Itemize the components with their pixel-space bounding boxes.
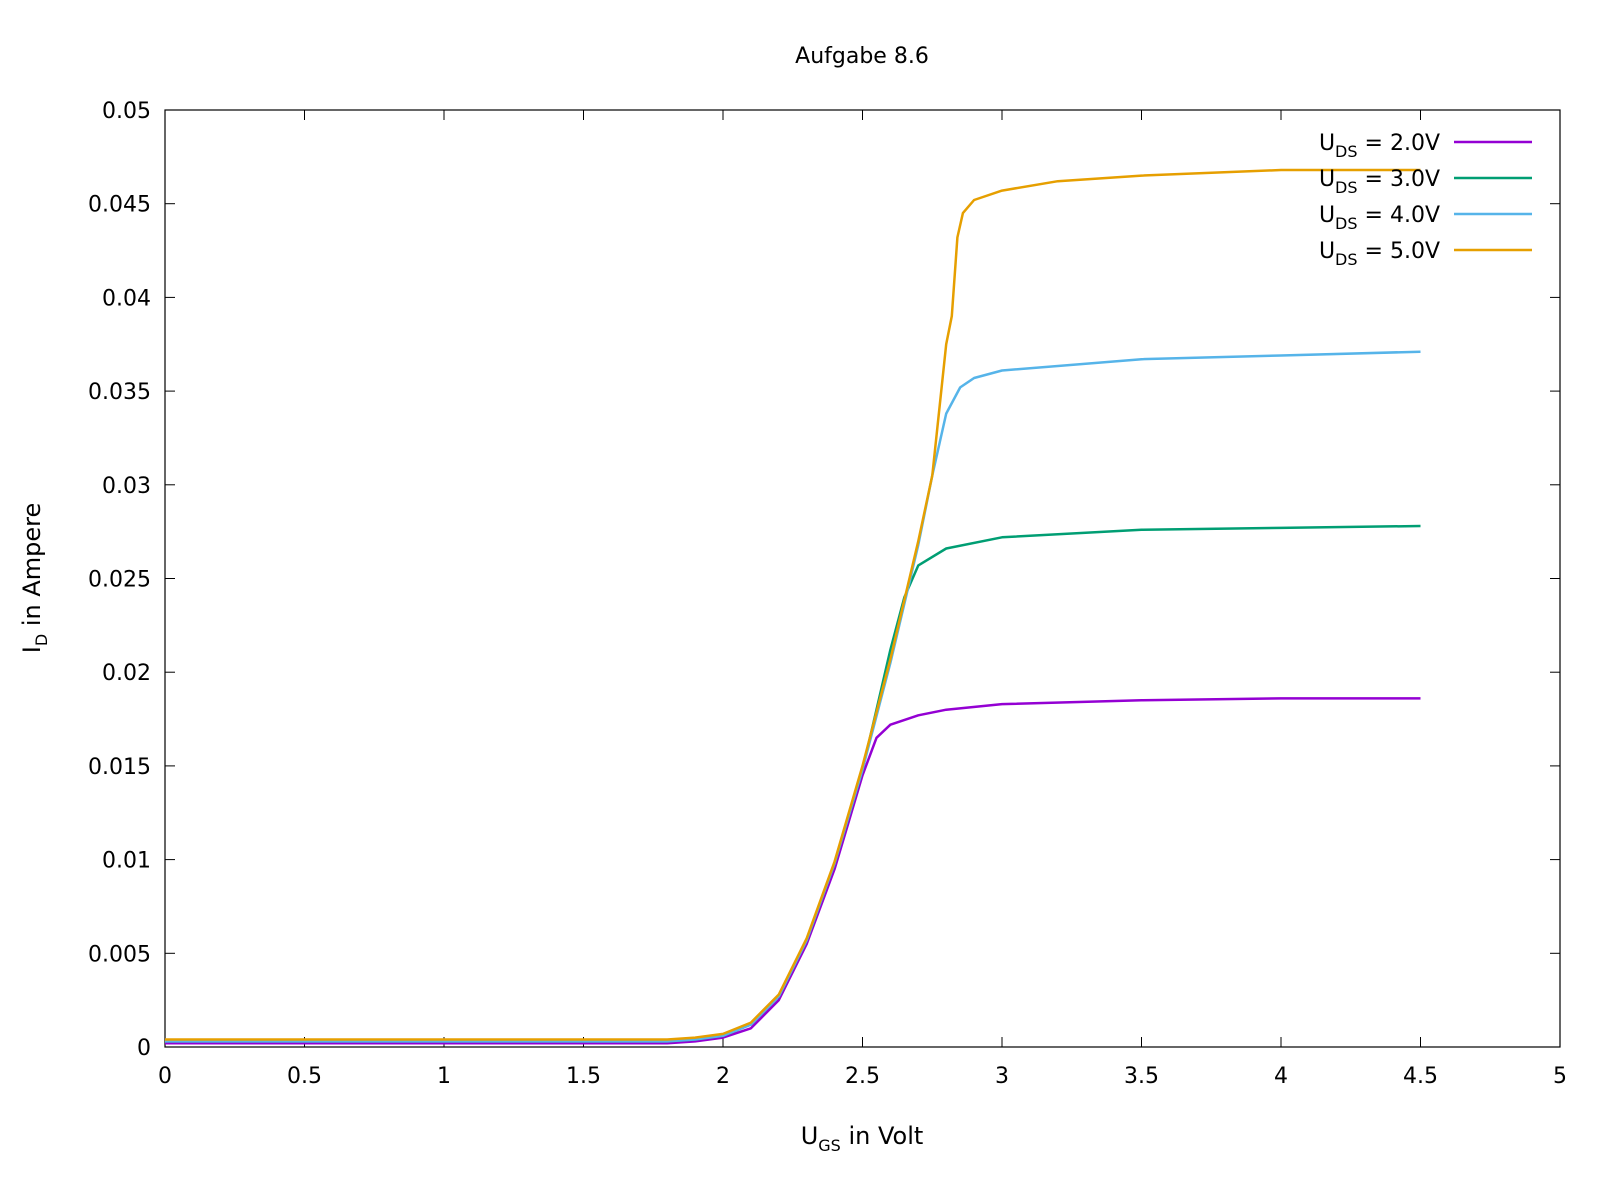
y-tick-label: 0.03 bbox=[102, 474, 151, 499]
x-tick-label: 5 bbox=[1553, 1064, 1567, 1089]
y-tick-label: 0.02 bbox=[102, 661, 151, 686]
x-tick-label: 2 bbox=[716, 1064, 730, 1089]
y-tick-label: 0 bbox=[137, 1036, 151, 1061]
chart-title: Aufgabe 8.6 bbox=[795, 44, 929, 69]
x-axis-title: UGS in Volt bbox=[801, 1122, 924, 1155]
series-line-1 bbox=[165, 697, 1421, 1045]
series-lines bbox=[165, 168, 1421, 1045]
legend-label: UDS = 2.0V bbox=[1319, 131, 1440, 161]
y-tick-label: 0.005 bbox=[88, 942, 151, 967]
series-line-3 bbox=[165, 350, 1421, 1043]
series-line-4 bbox=[165, 168, 1421, 1041]
x-tick-label: 0 bbox=[158, 1064, 172, 1089]
legend-label: UDS = 5.0V bbox=[1319, 239, 1440, 269]
x-tick-label: 3 bbox=[995, 1064, 1009, 1089]
y-tick-label: 0.04 bbox=[102, 286, 151, 311]
y-tick-label: 0.01 bbox=[102, 849, 151, 874]
x-tick-label: 4.5 bbox=[1403, 1064, 1438, 1089]
y-tick-label: 0.035 bbox=[88, 380, 151, 405]
x-tick-label: 1.5 bbox=[566, 1064, 601, 1089]
x-tick-label: 2.5 bbox=[845, 1064, 880, 1089]
legend-label: UDS = 4.0V bbox=[1319, 203, 1440, 233]
x-tick-label: 3.5 bbox=[1124, 1064, 1159, 1089]
x-tick-label: 4 bbox=[1274, 1064, 1288, 1089]
y-tick-label: 0.015 bbox=[88, 755, 151, 780]
y-tick-label: 0.045 bbox=[88, 193, 151, 218]
y-axis-title: ID in Ampere bbox=[18, 503, 51, 653]
y-tick-label: 0.05 bbox=[102, 99, 151, 124]
x-tick-label: 0.5 bbox=[287, 1064, 322, 1089]
y-tick-label: 0.025 bbox=[88, 568, 151, 593]
x-tick-label: 1 bbox=[437, 1064, 451, 1089]
tick-labels: 0 0.5 1 1.5 2 2.5 3 3.5 4 4.5 5 0 0.005 0.01 0.015 0.02… bbox=[88, 99, 1567, 1089]
legend: UDS = 2.0V UDS = 3.0V UDS = 4.0V UDS = 5.0V bbox=[1319, 131, 1532, 269]
axis-ticks bbox=[165, 110, 1560, 1047]
legend-label: UDS = 3.0V bbox=[1319, 167, 1440, 197]
